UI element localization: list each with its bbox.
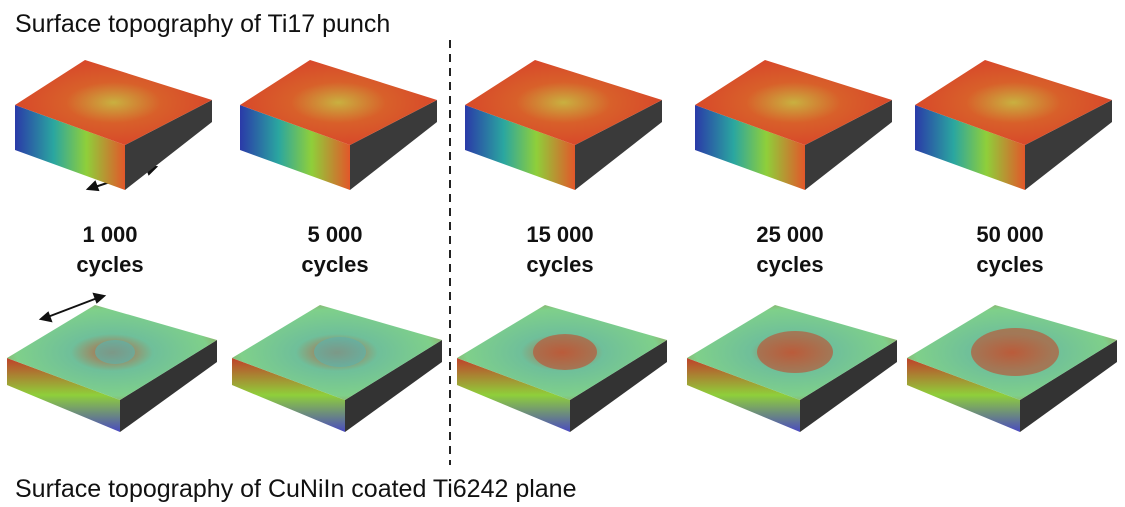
punch-side [240,105,350,190]
cycle-unit: cycles [756,252,823,277]
punch-front [575,100,662,190]
cycle-unit: cycles [76,252,143,277]
cycle-count: 5 000 [307,222,362,247]
plate-side [7,358,120,432]
cycle-unit: cycles [526,252,593,277]
plate-side [687,358,800,432]
wear-scar [533,334,597,370]
cycle-count: 1 000 [82,222,137,247]
punch-side [695,105,805,190]
bottom-title: Surface topography of CuNiIn coated Ti62… [15,475,577,503]
plate-front [570,340,667,432]
top-title: Surface topography of Ti17 punch [15,10,390,38]
punch-front [125,100,212,190]
plate-front [1020,340,1117,432]
cycle-count: 15 000 [526,222,593,247]
punch-side [465,105,575,190]
plate-side [457,358,570,432]
wear-scar [95,340,135,364]
punch-top [695,60,892,145]
punch-top [240,60,437,145]
cycle-count: 25 000 [756,222,823,247]
punch-top [915,60,1112,145]
wear-scar [971,328,1059,376]
plate-front [120,340,217,432]
punch-front [805,100,892,190]
punch-side [915,105,1025,190]
cycle-count: 50 000 [976,222,1043,247]
punch-top [465,60,662,145]
punch-top [15,60,212,145]
cycle-unit: cycles [976,252,1043,277]
plate-side [232,358,345,432]
plate-side [907,358,1020,432]
punch-side [15,105,125,190]
plate-front [800,340,897,432]
punch-front [1025,100,1112,190]
wear-scar [757,331,833,373]
cycle-unit: cycles [301,252,368,277]
plate-front [345,340,442,432]
punch-front [350,100,437,190]
wear-scar [314,337,366,367]
